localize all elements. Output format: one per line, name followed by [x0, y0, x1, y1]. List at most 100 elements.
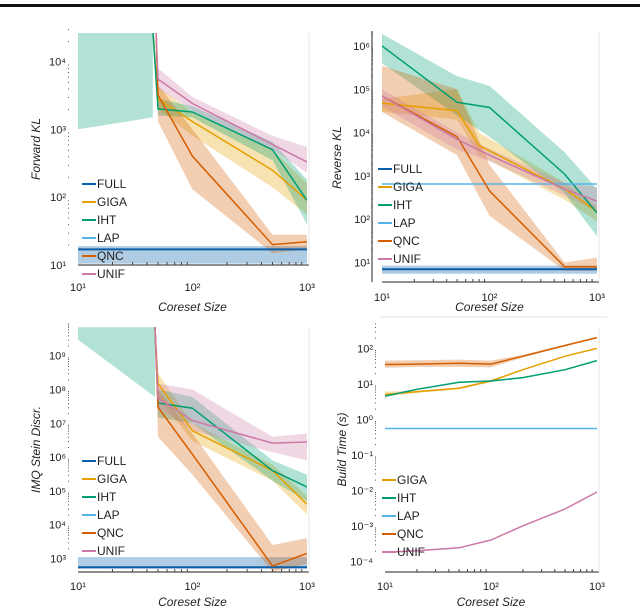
- y-minor-tick: [68, 132, 69, 134]
- y-minor-tick: [372, 206, 373, 208]
- y-minor-tick: [68, 501, 69, 503]
- y-minor-tick: [375, 427, 376, 429]
- x-tick-label: 10²: [483, 581, 499, 593]
- y-minor-tick: [68, 480, 69, 482]
- y-minor-tick: [375, 493, 376, 495]
- y-minor-tick: [68, 407, 69, 409]
- y-minor-tick: [68, 428, 69, 430]
- y-minor-tick: [68, 430, 69, 432]
- y-minor-tick: [372, 193, 373, 195]
- legend-label-lap: LAP: [97, 231, 120, 245]
- band-iht: [153, 33, 307, 225]
- y-minor-tick: [68, 144, 69, 146]
- line-unif: [385, 491, 597, 554]
- y-minor-tick: [372, 111, 373, 113]
- y-minor-tick: [68, 212, 69, 214]
- y-minor-tick: [68, 433, 69, 435]
- y-minor-tick: [375, 430, 376, 432]
- y-minor-tick: [375, 515, 376, 517]
- y-minor-tick: [68, 413, 69, 415]
- y-minor-tick: [68, 460, 69, 462]
- line-qnc: [385, 336, 597, 366]
- y-tick-label: 10⁵: [353, 84, 370, 96]
- y-minor-tick: [372, 182, 373, 184]
- y-minor-tick: [372, 134, 373, 136]
- y-minor-tick: [68, 464, 69, 466]
- y-minor-tick: [68, 402, 69, 404]
- panel-1: 10¹ 10² 10³ Coreset Size 10¹ 10² 10³ 10⁴ Forward…: [29, 29, 315, 314]
- y-minor-tick: [372, 50, 373, 52]
- y-minor-tick: [68, 339, 69, 341]
- y-minor-tick: [375, 456, 376, 458]
- y-minor-tick: [68, 529, 69, 531]
- y-tick-label: 10⁻²: [351, 485, 373, 497]
- y-tick-label: 10⁶: [353, 41, 370, 53]
- y-minor-tick: [372, 185, 373, 187]
- y-axis-label: IMQ Stein Discr.: [29, 406, 43, 493]
- legend-label-full: FULL: [97, 177, 127, 191]
- y-minor-tick: [68, 149, 69, 151]
- legend: GIGA IHT LAP QNC UNIF: [382, 473, 427, 559]
- y-minor-tick: [372, 106, 373, 108]
- y-minor-tick: [68, 365, 69, 367]
- y-minor-tick: [372, 119, 373, 121]
- y-minor-tick: [375, 508, 376, 510]
- y-minor-tick: [375, 462, 376, 464]
- y-minor-tick: [375, 498, 376, 500]
- y-minor-tick: [68, 532, 69, 534]
- y-minor-tick: [375, 501, 376, 503]
- legend-label-qnc: QNC: [397, 527, 424, 541]
- y-minor-tick: [68, 373, 69, 375]
- y-minor-tick: [68, 345, 69, 347]
- y-minor-tick: [68, 426, 69, 428]
- y-minor-tick: [375, 437, 376, 439]
- y-minor-tick: [375, 385, 376, 387]
- y-minor-tick: [68, 41, 69, 43]
- y-minor-tick: [68, 467, 69, 469]
- y-minor-tick: [375, 539, 376, 541]
- y-minor-tick: [375, 394, 376, 396]
- plot-area: [78, 327, 307, 572]
- x-tick-label: 10¹: [70, 581, 86, 593]
- y-minor-tick: [68, 369, 69, 371]
- x-tick-label: 10²: [482, 292, 498, 304]
- x-tick-label: 10¹: [374, 292, 390, 304]
- y-minor-tick: [372, 59, 373, 61]
- x-tick-label: 10³: [299, 581, 315, 593]
- legend-label-unif: UNIF: [397, 545, 425, 559]
- y-minor-tick: [68, 508, 69, 510]
- y-minor-tick: [68, 71, 69, 73]
- x-tick-label: 10¹: [377, 581, 393, 593]
- y-minor-tick: [375, 349, 376, 351]
- y-minor-tick: [375, 495, 376, 497]
- y-minor-tick: [372, 76, 373, 78]
- y-minor-tick: [375, 444, 376, 446]
- y-minor-tick: [68, 327, 69, 329]
- y-minor-tick: [68, 96, 69, 98]
- band-full: [78, 557, 307, 569]
- line-iht: [152, 33, 307, 201]
- y-minor-tick: [372, 142, 373, 144]
- y-minor-tick: [375, 433, 376, 435]
- y-minor-tick: [372, 93, 373, 95]
- y-minor-tick: [68, 394, 69, 396]
- legend-label-qnc: QNC: [393, 234, 420, 248]
- y-minor-tick: [375, 533, 376, 535]
- y-minor-tick: [375, 358, 376, 360]
- y-minor-tick: [68, 332, 69, 334]
- y-minor-tick: [68, 203, 69, 205]
- y-minor-tick: [68, 462, 69, 464]
- y-minor-tick: [68, 29, 69, 31]
- y-tick-label: 10⁴: [353, 128, 370, 140]
- legend: FULL GIGA IHT LAP QNC UNIF: [378, 162, 423, 266]
- y-minor-tick: [68, 440, 69, 442]
- y-minor-tick: [68, 329, 69, 331]
- y-tick-label: 10²: [357, 343, 373, 355]
- legend-label-iht: IHT: [97, 490, 117, 504]
- y-axis-label: Forward KL: [29, 118, 43, 180]
- y-tick-label: 10⁴: [49, 56, 66, 68]
- y-minor-tick: [68, 360, 69, 362]
- y-minor-tick: [375, 465, 376, 467]
- y-minor-tick: [68, 470, 69, 472]
